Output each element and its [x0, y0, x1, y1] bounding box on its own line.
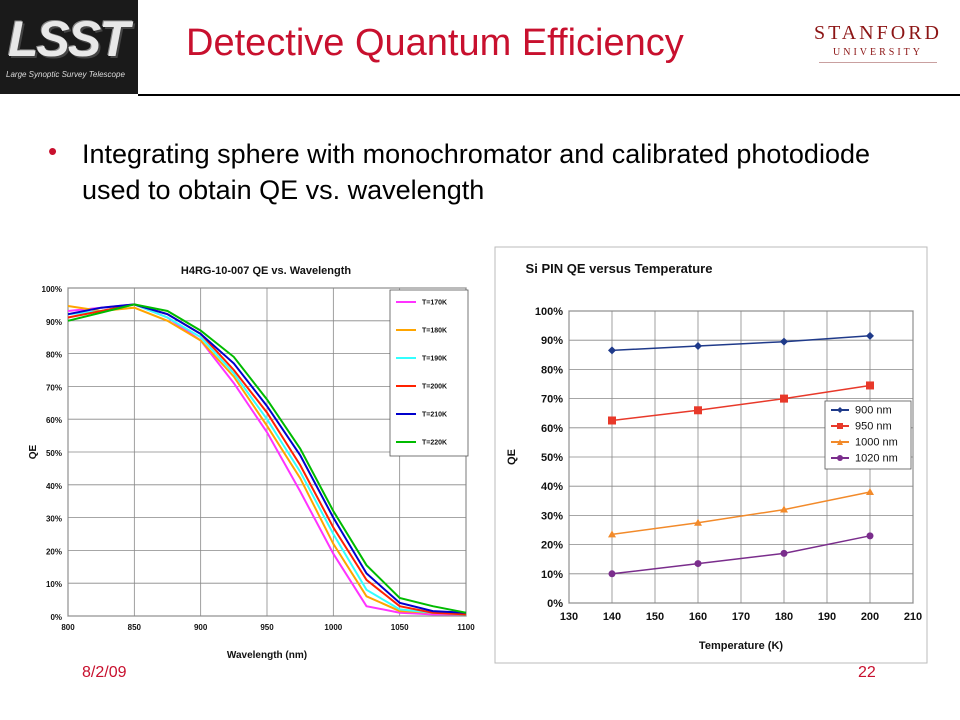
x-tick-label: 130	[560, 611, 578, 623]
slide-title: Detective Quantum Efficiency	[186, 22, 684, 64]
x-tick-label: 1100	[457, 623, 475, 632]
data-point	[780, 337, 788, 346]
y-tick-label: 10%	[46, 580, 62, 589]
y-tick-label: 20%	[541, 540, 563, 552]
y-tick-label: 70%	[541, 394, 563, 406]
y-tick-label: 100%	[535, 306, 563, 318]
y-tick-label: 30%	[541, 510, 563, 522]
series-line	[67, 303, 467, 614]
y-tick-label: 100%	[42, 285, 62, 294]
legend-label: 1020 nm	[855, 453, 898, 465]
y-tick-label: 0%	[547, 598, 563, 610]
data-point	[694, 406, 702, 415]
stanford-name: STANFORD	[814, 22, 942, 44]
y-tick-label: 80%	[46, 351, 62, 360]
legend-label: 1000 nm	[855, 437, 898, 449]
qe-vs-wavelength-chart: 0% 10% 20% 30% 40% 50% 60% 70% 80% 90% 100% 800 850 9…	[28, 265, 475, 661]
y-tick-label: 90%	[46, 318, 62, 327]
x-tick-label: 190	[818, 611, 836, 623]
header-rule	[138, 94, 960, 96]
data-point	[694, 518, 702, 526]
data-point	[608, 530, 616, 538]
y-tick-label: 60%	[541, 423, 563, 435]
x-tick-label: 160	[689, 611, 707, 623]
y-tick-label: 70%	[46, 383, 62, 392]
y-tick-label: 80%	[541, 364, 563, 376]
data-point	[780, 394, 788, 403]
data-point	[608, 570, 616, 578]
x-tick-label: 800	[61, 623, 75, 632]
x-tick-label: 180	[775, 611, 793, 623]
y-tick-label: 50%	[541, 452, 563, 464]
legend-label: 900 nm	[855, 405, 892, 417]
x-tick-label: 1050	[391, 623, 409, 632]
legend-label: T=220K	[422, 439, 447, 446]
y-axis-label: QE	[506, 449, 518, 465]
y-tick-label: 60%	[46, 416, 62, 425]
legend-marker	[837, 407, 843, 413]
x-tick-label: 900	[194, 623, 208, 632]
si-pin-qe-chart: 0% 10% 20% 30% 40% 50% 60% 70% 80% 90% 100% 130 140 1…	[494, 246, 928, 664]
y-tick-label: 30%	[46, 515, 62, 524]
data-point	[780, 505, 788, 513]
bullet-text: Integrating sphere with monochromator an…	[82, 139, 870, 205]
series-line	[611, 535, 871, 575]
legend-label: 950 nm	[855, 421, 892, 433]
y-tick-label: 50%	[46, 449, 62, 458]
data-point	[866, 331, 874, 340]
data-point	[780, 549, 788, 557]
data-point	[694, 342, 702, 351]
x-tick-label: 850	[128, 623, 142, 632]
series-line	[611, 491, 871, 536]
data-point	[608, 346, 616, 355]
legend-label: T=170K	[422, 299, 447, 306]
series-line	[67, 305, 467, 616]
data-point	[694, 560, 702, 568]
chart-title: H4RG-10-007 QE vs. Wavelength	[181, 265, 351, 277]
slide-header: LSST Large Synoptic Survey Telescope Det…	[0, 0, 960, 96]
y-tick-label: 40%	[541, 481, 563, 493]
data-point	[866, 488, 874, 496]
legend-marker	[837, 423, 843, 429]
lsst-logo: LSST Large Synoptic Survey Telescope	[0, 0, 138, 94]
y-tick-label: 40%	[46, 482, 62, 491]
legend-marker	[837, 439, 843, 445]
legend-label: T=180K	[422, 327, 447, 334]
legend-label: T=200K	[422, 383, 447, 390]
y-axis-label: QE	[28, 444, 39, 459]
y-tick-label: 10%	[541, 569, 563, 581]
data-point	[608, 416, 616, 425]
series-line	[611, 335, 871, 352]
data-point	[866, 381, 874, 390]
page-number: 22	[858, 664, 876, 681]
x-tick-label: 170	[732, 611, 750, 623]
series-line	[611, 384, 871, 422]
stanford-underline	[819, 62, 937, 63]
x-axis-label: Temperature (K)	[699, 640, 783, 652]
legend-marker	[837, 455, 843, 461]
y-tick-label: 90%	[541, 335, 563, 347]
legend-label: T=190K	[422, 355, 447, 362]
y-tick-label: 0%	[50, 613, 62, 622]
x-tick-label: 140	[603, 611, 621, 623]
legend-box	[389, 289, 469, 457]
legend-label: T=210K	[422, 411, 447, 418]
chart-title: Si PIN QE versus Temperature	[526, 261, 713, 276]
x-axis-label: Wavelength (nm)	[227, 650, 307, 661]
x-tick-label: 200	[861, 611, 879, 623]
logo-subtitle: Large Synoptic Survey Telescope	[6, 70, 125, 79]
x-tick-label: 210	[904, 611, 922, 623]
x-tick-label: 150	[646, 611, 664, 623]
stanford-sub: UNIVERSITY	[833, 47, 923, 58]
y-tick-label: 20%	[46, 547, 62, 556]
stanford-logo: STANFORD UNIVERSITY	[810, 22, 946, 63]
bullet-marker: •	[48, 136, 58, 166]
footer-date: 8/2/09	[82, 664, 127, 681]
data-point	[866, 532, 874, 540]
x-tick-label: 950	[260, 623, 274, 632]
x-tick-label: 1000	[324, 623, 342, 632]
logo-text: LSST	[8, 11, 130, 67]
